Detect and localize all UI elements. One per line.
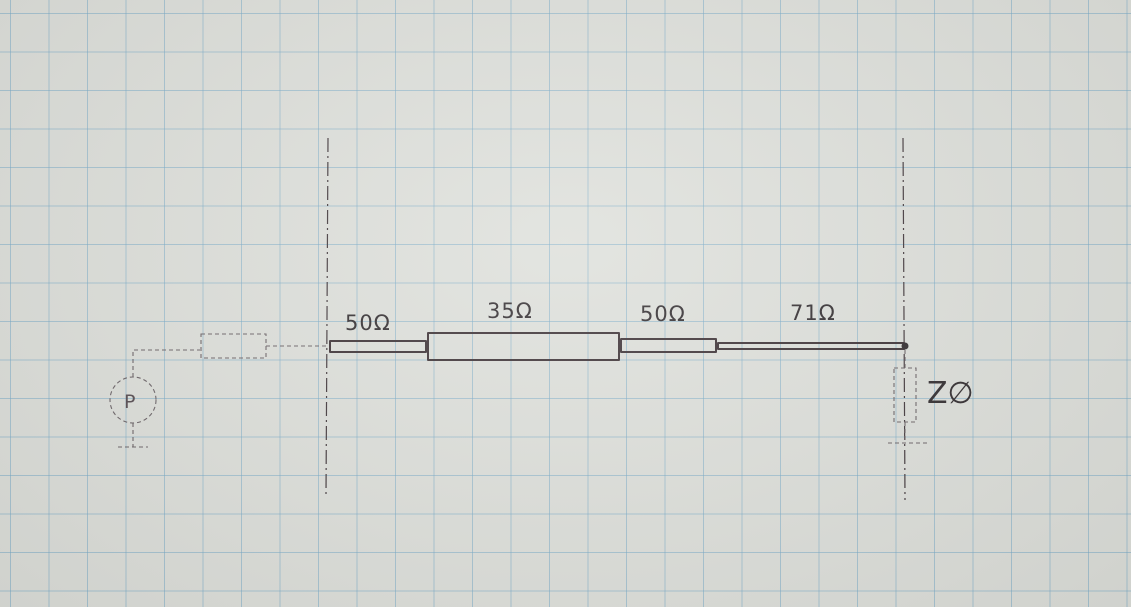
line-section-4-label: 71Ω: [790, 301, 836, 325]
left-reference-plane: [325, 137, 329, 496]
line-section-3-body: [620, 338, 717, 353]
load-ground: [888, 422, 930, 444]
line-section-2-label: 35Ω: [487, 299, 533, 323]
port-ground: [118, 423, 148, 448]
port-source: P: [109, 333, 330, 448]
line-section-2-body: [427, 332, 620, 361]
load-impedance: Z∅: [888, 350, 974, 444]
line-section-4-body: [717, 342, 905, 350]
line-section-1: 50Ω: [329, 311, 427, 353]
load-label: Z∅: [927, 376, 974, 411]
line-section-2: 35Ω: [427, 299, 620, 361]
port-label: P: [124, 391, 135, 413]
line-section-1-body: [329, 340, 427, 353]
right-reference-plane: [902, 137, 906, 501]
port-feed-line: [132, 349, 200, 377]
feed-connector: [200, 333, 267, 359]
end-junction-dot: [901, 342, 909, 350]
line-section-1-label: 50Ω: [345, 311, 391, 335]
line-section-4: 71Ω: [717, 301, 905, 350]
line-section-3-label: 50Ω: [640, 302, 686, 326]
line-section-3: 50Ω: [620, 302, 717, 353]
